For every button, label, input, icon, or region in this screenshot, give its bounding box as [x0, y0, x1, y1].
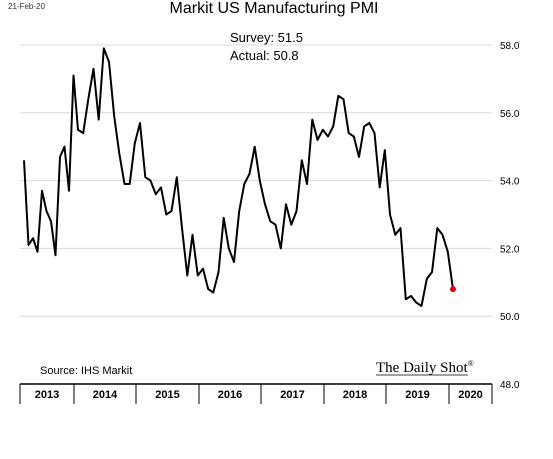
- series-line: [23, 47, 454, 307]
- series-layer: [23, 47, 456, 307]
- brand-logo: The Daily Shot®: [376, 359, 474, 376]
- y-tick-label: 58.0: [500, 41, 520, 52]
- chart-title: Markit US Manufacturing PMI: [170, 0, 379, 17]
- x-tick-label: 2013: [35, 389, 59, 401]
- x-tick-label: 2018: [343, 389, 367, 401]
- y-tick-labels: 58.0 56.0 54.0 52.0 50.0 48.0: [500, 41, 520, 391]
- y-tick-label: 54.0: [500, 177, 520, 188]
- x-axis: [19, 383, 493, 404]
- x-tick-label: 2014: [93, 389, 118, 401]
- x-tick-labels: 2013 2014 2015 2016 2017 2018 2019 2020: [35, 389, 483, 401]
- x-tick-label: 2019: [405, 389, 429, 401]
- y-tick-label: 50.0: [500, 312, 520, 323]
- brand-name: The Daily Shot: [376, 360, 468, 376]
- x-tick-label: 2015: [155, 389, 179, 401]
- brand-registered-mark: ®: [468, 359, 474, 368]
- y-tick-label: 48.0: [500, 380, 520, 391]
- actual-annotation: Actual: 50.8: [230, 48, 299, 63]
- x-tick-label: 2016: [218, 389, 242, 401]
- last-point-marker: [450, 286, 456, 293]
- source-note: Source: IHS Markit: [40, 365, 132, 377]
- y-tick-label: 56.0: [500, 109, 520, 120]
- x-tick-label: 2017: [280, 389, 304, 401]
- survey-annotation: Survey: 51.5: [230, 30, 303, 45]
- y-tick-label: 52.0: [500, 244, 520, 255]
- x-tick-label: 2020: [458, 389, 482, 401]
- date-stamp: 21-Feb-20: [8, 2, 45, 11]
